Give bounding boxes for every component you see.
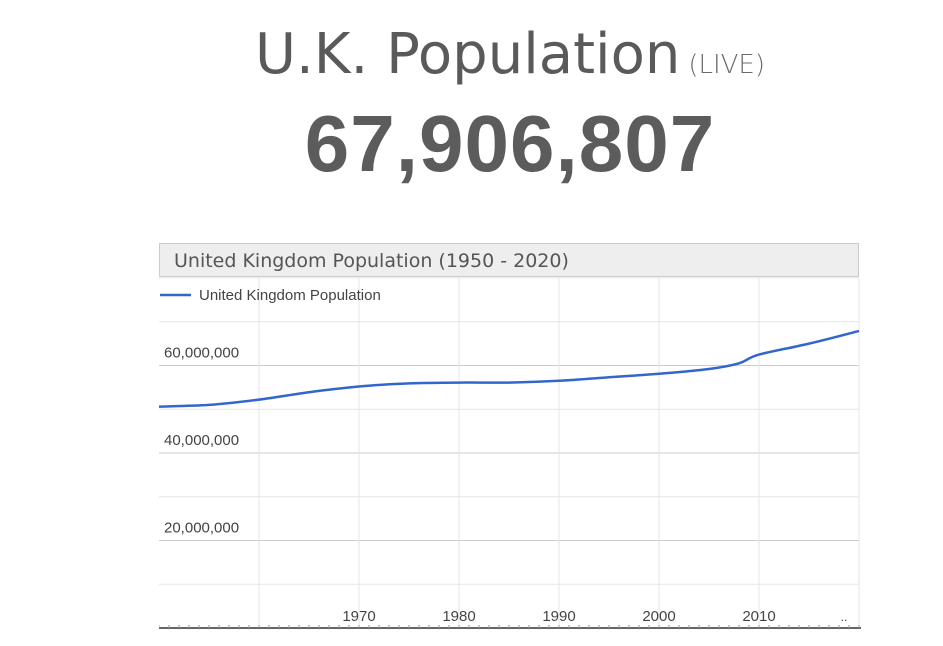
population-chart: United Kingdom Population (1950 - 2020) … [159,243,861,629]
chart-canvas: 20,000,000 40,000,000 60,000,000 1970 1980 19… [159,277,861,629]
x-tick-label: 1990 [542,608,575,625]
legend-label: United Kingdom Population [199,287,381,304]
y-tick-label: 40,000,000 [164,432,239,449]
x-end-label: .. [841,610,848,624]
page-title-main: U.K. Population [255,22,681,87]
x-tick-label: 2010 [742,608,775,625]
series-line [159,329,860,408]
chart-title: United Kingdom Population (1950 - 2020) [174,250,569,272]
chart-title-bar: United Kingdom Population (1950 - 2020) [159,243,859,277]
live-label: (LIVE) [688,50,765,80]
x-tick-label: 1970 [342,608,375,625]
population-counter: 67,906,807 [304,99,716,188]
x-tick-label: 1980 [442,608,475,625]
page-title: U.K. Population (LIVE) [0,22,943,87]
y-tick-label: 20,000,000 [164,520,239,537]
y-tick-label: 60,000,000 [164,345,239,362]
x-tick-label: 2000 [642,608,675,625]
